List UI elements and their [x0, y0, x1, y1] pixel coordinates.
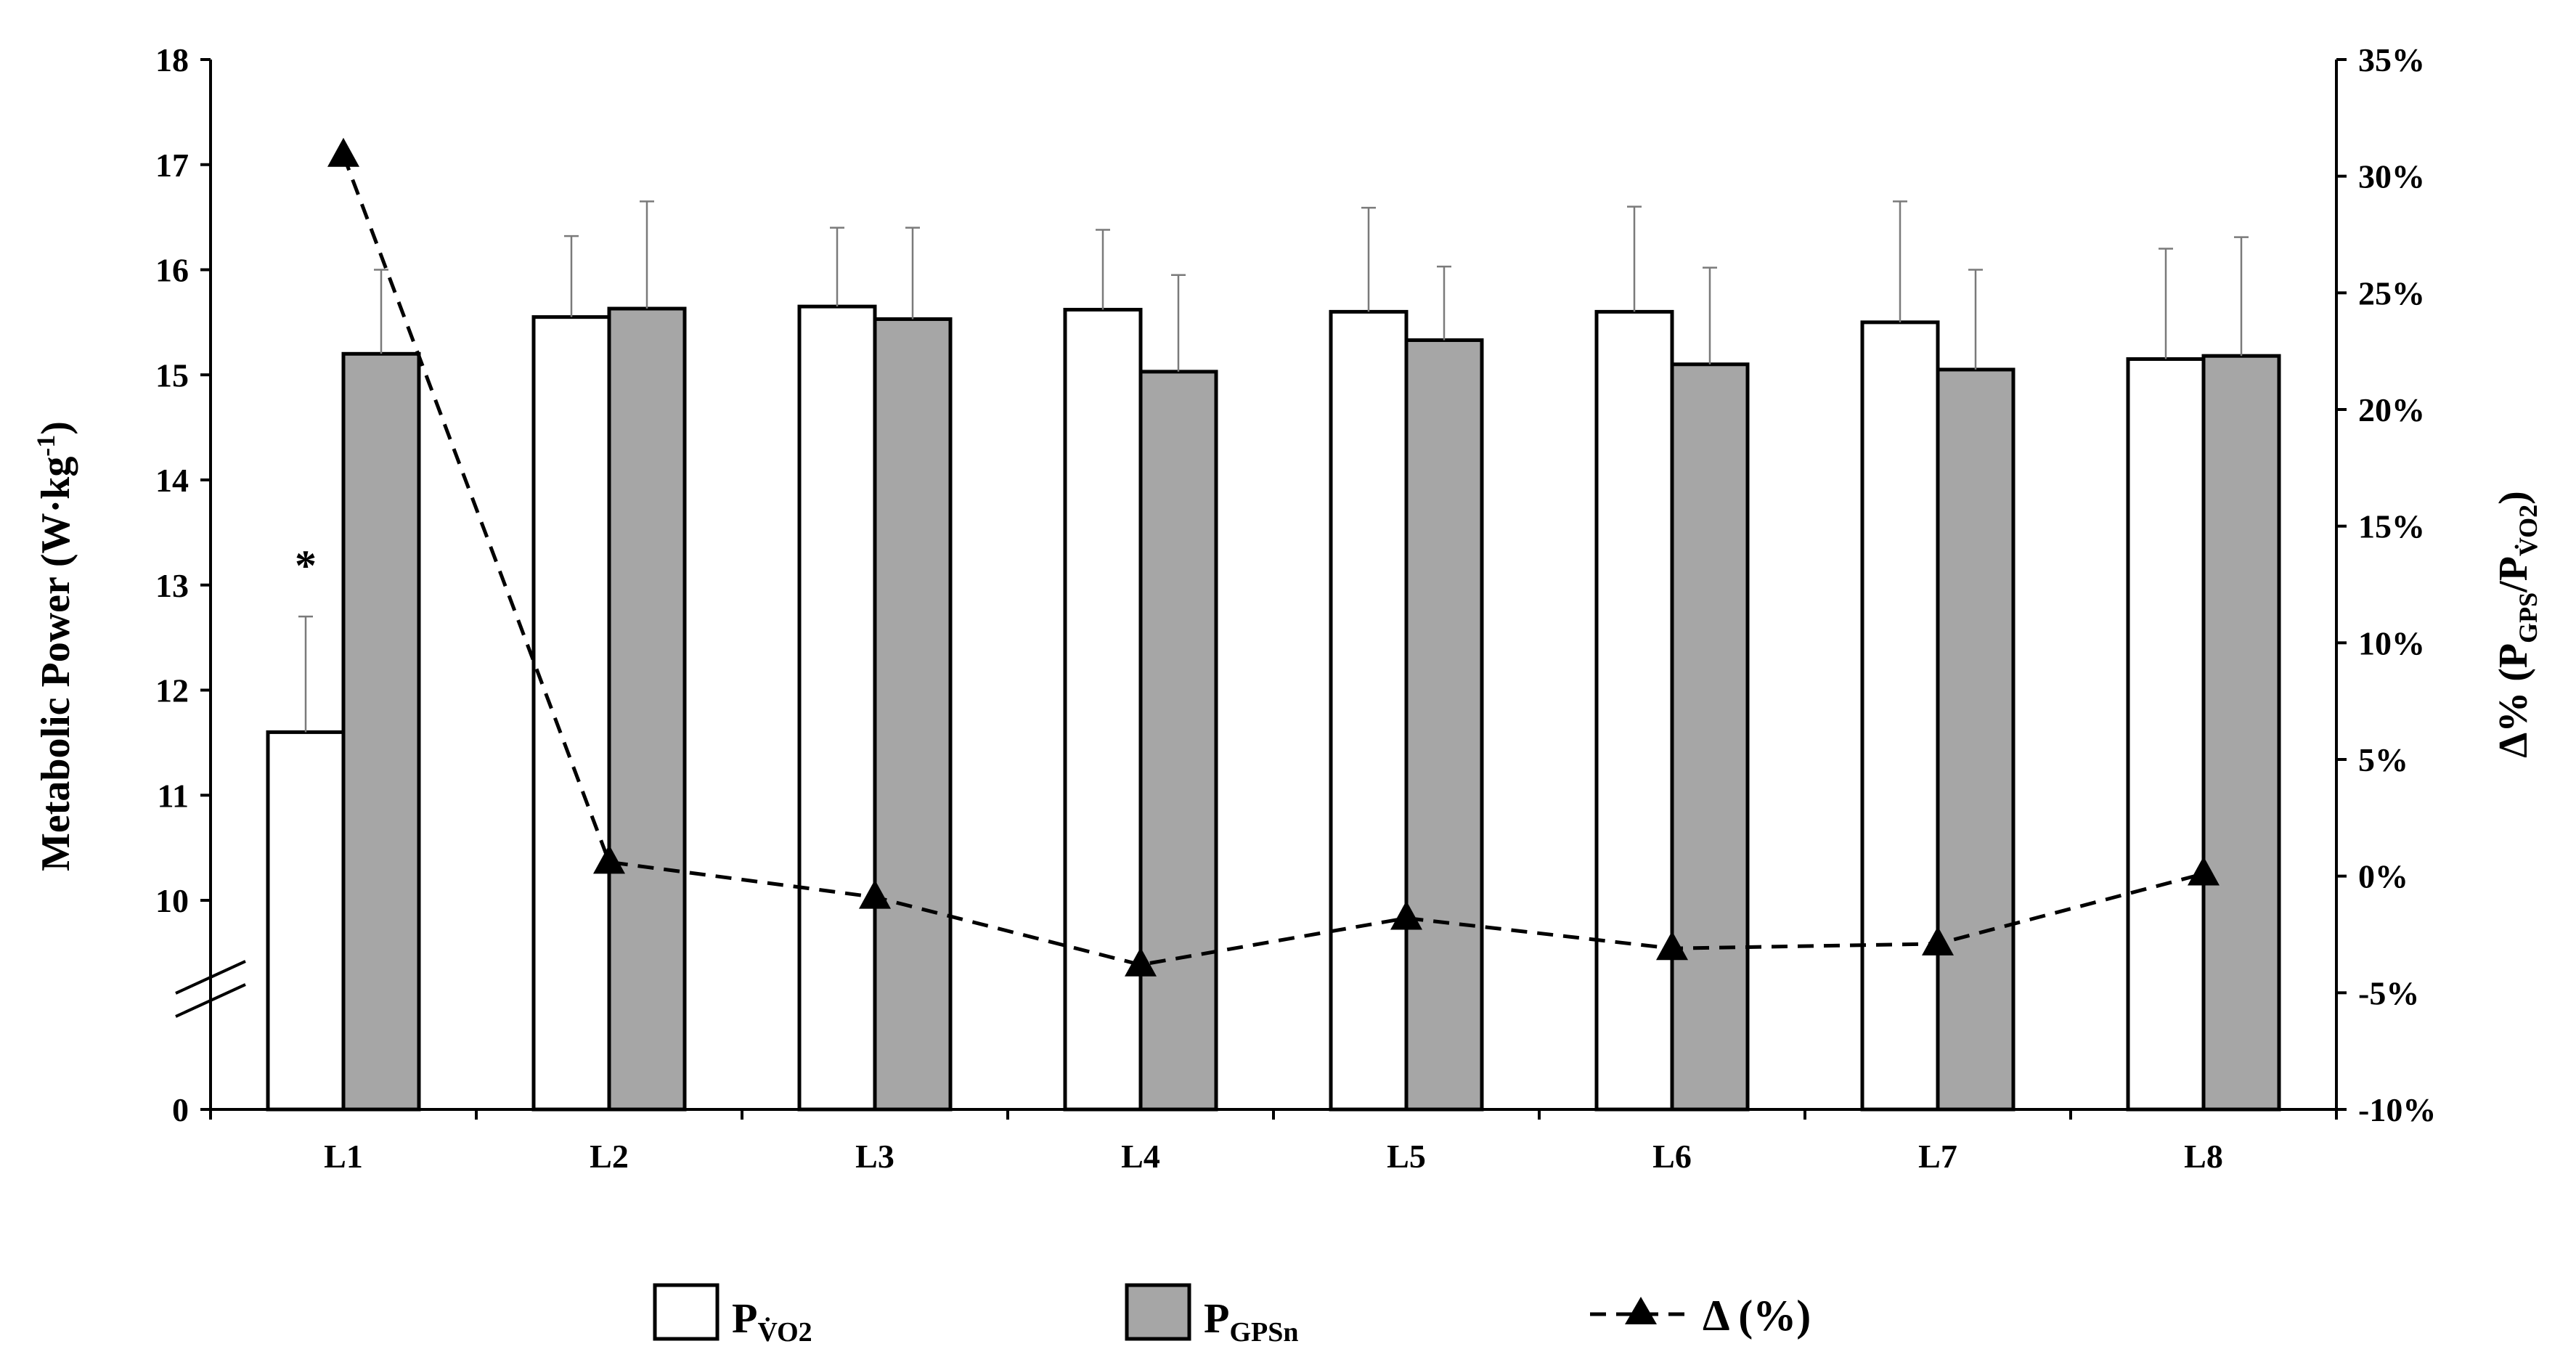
axis-break-mark [175, 983, 246, 1018]
bar-gpsn-L6 [1670, 362, 1750, 1112]
y-right-tick-label: -10% [2358, 1091, 2436, 1128]
significance-marker: * [295, 542, 317, 590]
y-right-tick-label: 10% [2358, 624, 2425, 661]
legend: PV̇O2 PGPSn Δ (%) [653, 1283, 1811, 1348]
bar-gpsn-L3 [873, 317, 953, 1112]
error-bars-layer [298, 200, 2249, 733]
legend-marker-delta [1625, 1297, 1657, 1324]
y-left-tick-label: 10 [155, 882, 189, 919]
y-left-tick-label: 13 [155, 567, 189, 604]
bars-layer [266, 304, 2281, 1112]
delta-line-layer [327, 137, 2220, 977]
y-right-tick-label: 35% [2358, 41, 2425, 78]
x-tick-label: L7 [1918, 1138, 1957, 1175]
axis-break-mark [175, 960, 246, 995]
y-left-tick-label: 18 [155, 41, 189, 78]
y-right-tick-label: 25% [2358, 274, 2425, 311]
y-left-tick-label: 0 [172, 1091, 189, 1128]
bar-vo2-L8 [2126, 357, 2206, 1112]
y-right-tick-label: 30% [2358, 158, 2425, 195]
y-right-tick-label: 5% [2358, 741, 2408, 778]
bar-gpsn-L5 [1404, 338, 1484, 1112]
delta-point-L3 [859, 879, 891, 909]
bar-gpsn-L4 [1138, 370, 1218, 1112]
delta-point-L1 [327, 137, 359, 167]
y-right-tick-label: 15% [2358, 508, 2425, 545]
y-left-tick-label: 12 [155, 672, 189, 709]
legend-swatch-gpsn [1125, 1283, 1191, 1341]
bar-gpsn-L7 [1936, 367, 2015, 1112]
y-left-tick-label: 11 [158, 777, 189, 814]
x-tick-label: L5 [1387, 1138, 1426, 1175]
y-left-tick-label: 17 [155, 147, 189, 184]
legend-label-vo2: PV̇O2 [732, 1295, 812, 1348]
y-right-tick-label: 20% [2358, 391, 2425, 428]
y-left-tick-label: 15 [155, 356, 189, 394]
x-tick-label: L6 [1652, 1138, 1692, 1175]
legend-swatch-vo2 [653, 1283, 720, 1341]
bar-gpsn-L8 [2201, 354, 2281, 1112]
y-right-tick-label: 0% [2358, 858, 2408, 895]
delta-point-L5 [1390, 900, 1422, 930]
labels-layer: 0 10 11 12 13 14 15 16 17 18 -10% -5% 0% 5% 10% 15% 20% 2… [155, 41, 2436, 1175]
bar-vo2-L6 [1594, 309, 1674, 1112]
bar-vo2-L3 [797, 304, 877, 1112]
y-right-axis-title: Δ% (PGPS/PV̇O2) [2491, 491, 2543, 758]
legend-label-delta: Δ (%) [1703, 1292, 1811, 1340]
bar-gpsn-L2 [607, 306, 687, 1112]
y-left-axis-title: Metabolic Power (W·kg-1) [31, 421, 78, 871]
bar-vo2-L4 [1063, 308, 1143, 1112]
delta-point-L6 [1656, 931, 1688, 961]
delta-point-L8 [2188, 856, 2220, 886]
y-left-tick-label: 16 [155, 252, 189, 289]
y-left-tick-label: 14 [155, 462, 189, 499]
delta-point-L2 [593, 844, 625, 874]
bar-vo2-L1 [266, 730, 346, 1112]
delta-series-line [341, 154, 2204, 967]
legend-label-gpsn: PGPSn [1204, 1295, 1298, 1348]
bar-gpsn-L1 [341, 351, 421, 1112]
delta-point-L4 [1125, 947, 1157, 977]
bar-vo2-L7 [1860, 320, 1940, 1112]
bar-vo2-L2 [531, 315, 611, 1112]
x-tick-label: L1 [324, 1138, 363, 1175]
x-tick-label: L8 [2184, 1138, 2223, 1175]
delta-point-L7 [1922, 926, 1954, 956]
x-tick-label: L3 [855, 1138, 894, 1175]
x-tick-label: L2 [590, 1138, 629, 1175]
x-tick-label: L4 [1121, 1138, 1160, 1175]
bar-vo2-L5 [1329, 309, 1409, 1112]
y-right-tick-label: -5% [2358, 974, 2419, 1011]
axes-layer [175, 58, 2347, 1120]
